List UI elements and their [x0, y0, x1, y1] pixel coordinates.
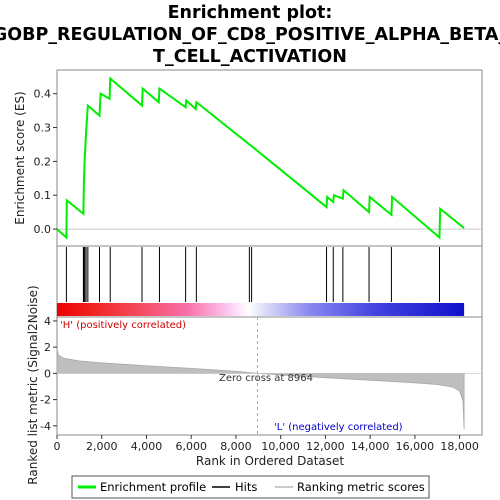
legend-label-enrichment: Enrichment profile: [100, 480, 206, 494]
hits-panel: [65, 247, 440, 302]
chart-title-line-2: GOBP_REGULATION_OF_CD8_POSITIVE_ALPHA_BE…: [0, 25, 500, 45]
x-tick-label: 6,000: [175, 440, 207, 453]
es-y-tick-label: 0.3: [34, 122, 52, 135]
es-y-tick-label: 0.4: [34, 88, 52, 101]
metric-y-tick-label: 0: [44, 367, 51, 380]
x-tick-label: 10,000: [261, 440, 300, 453]
rank-gradient-bar: [57, 303, 465, 316]
positive-correlation-label: 'H' (positively correlated): [60, 320, 186, 331]
rank-color-bar: [57, 303, 465, 316]
metric-y-tick-label: 2: [44, 341, 51, 354]
x-tick-label: 8,000: [220, 440, 252, 453]
axes: 0.0 0.1 0.2 0.3 0.4 -4 -2 0 2 4 0 2,000 4,000 6,000 8,…: [34, 88, 479, 453]
x-tick-label: 18,000: [440, 440, 479, 453]
x-tick-label: 12,000: [306, 440, 345, 453]
es-y-tick-label: 0.1: [34, 189, 52, 202]
metric-y-tick-label: -2: [40, 394, 51, 407]
metric-y-axis-title: Ranked list metric (Signal2Noise): [26, 285, 40, 484]
metric-panel: [56, 317, 482, 435]
metric-y-tick-label: 4: [44, 315, 51, 328]
es-y-tick-label: 0.0: [34, 223, 52, 236]
legend: Enrichment profile Hits Ranking metric s…: [71, 475, 430, 499]
x-tick-label: 14,000: [351, 440, 390, 453]
metric-panel-frame: [56, 316, 483, 436]
metric-y-tick-label: -4: [40, 420, 51, 433]
legend-box: [71, 475, 430, 499]
chart-title-line-1: Enrichment plot:: [168, 3, 333, 23]
x-tick-label: 4,000: [131, 440, 163, 453]
es-y-axis-title: Enrichment score (ES): [13, 91, 27, 224]
x-tick-label: 2,000: [86, 440, 118, 453]
x-axis-title: Rank in Ordered Dataset: [196, 454, 344, 468]
metric-area: [56, 348, 465, 430]
enrichment-profile-line: [56, 76, 465, 240]
es-y-tick-label: 0.2: [34, 155, 52, 168]
zero-cross-label: Zero cross at 8964: [219, 373, 313, 384]
legend-label-metric: Ranking metric scores: [297, 480, 425, 494]
es-panel: [56, 76, 482, 240]
chart-title-line-3: T_CELL_ACTIVATION: [153, 47, 347, 67]
negative-correlation-label: 'L' (negatively correlated): [274, 422, 403, 433]
x-tick-label: 0: [54, 440, 61, 453]
x-tick-label: 16,000: [396, 440, 435, 453]
legend-label-hits: Hits: [235, 480, 257, 494]
